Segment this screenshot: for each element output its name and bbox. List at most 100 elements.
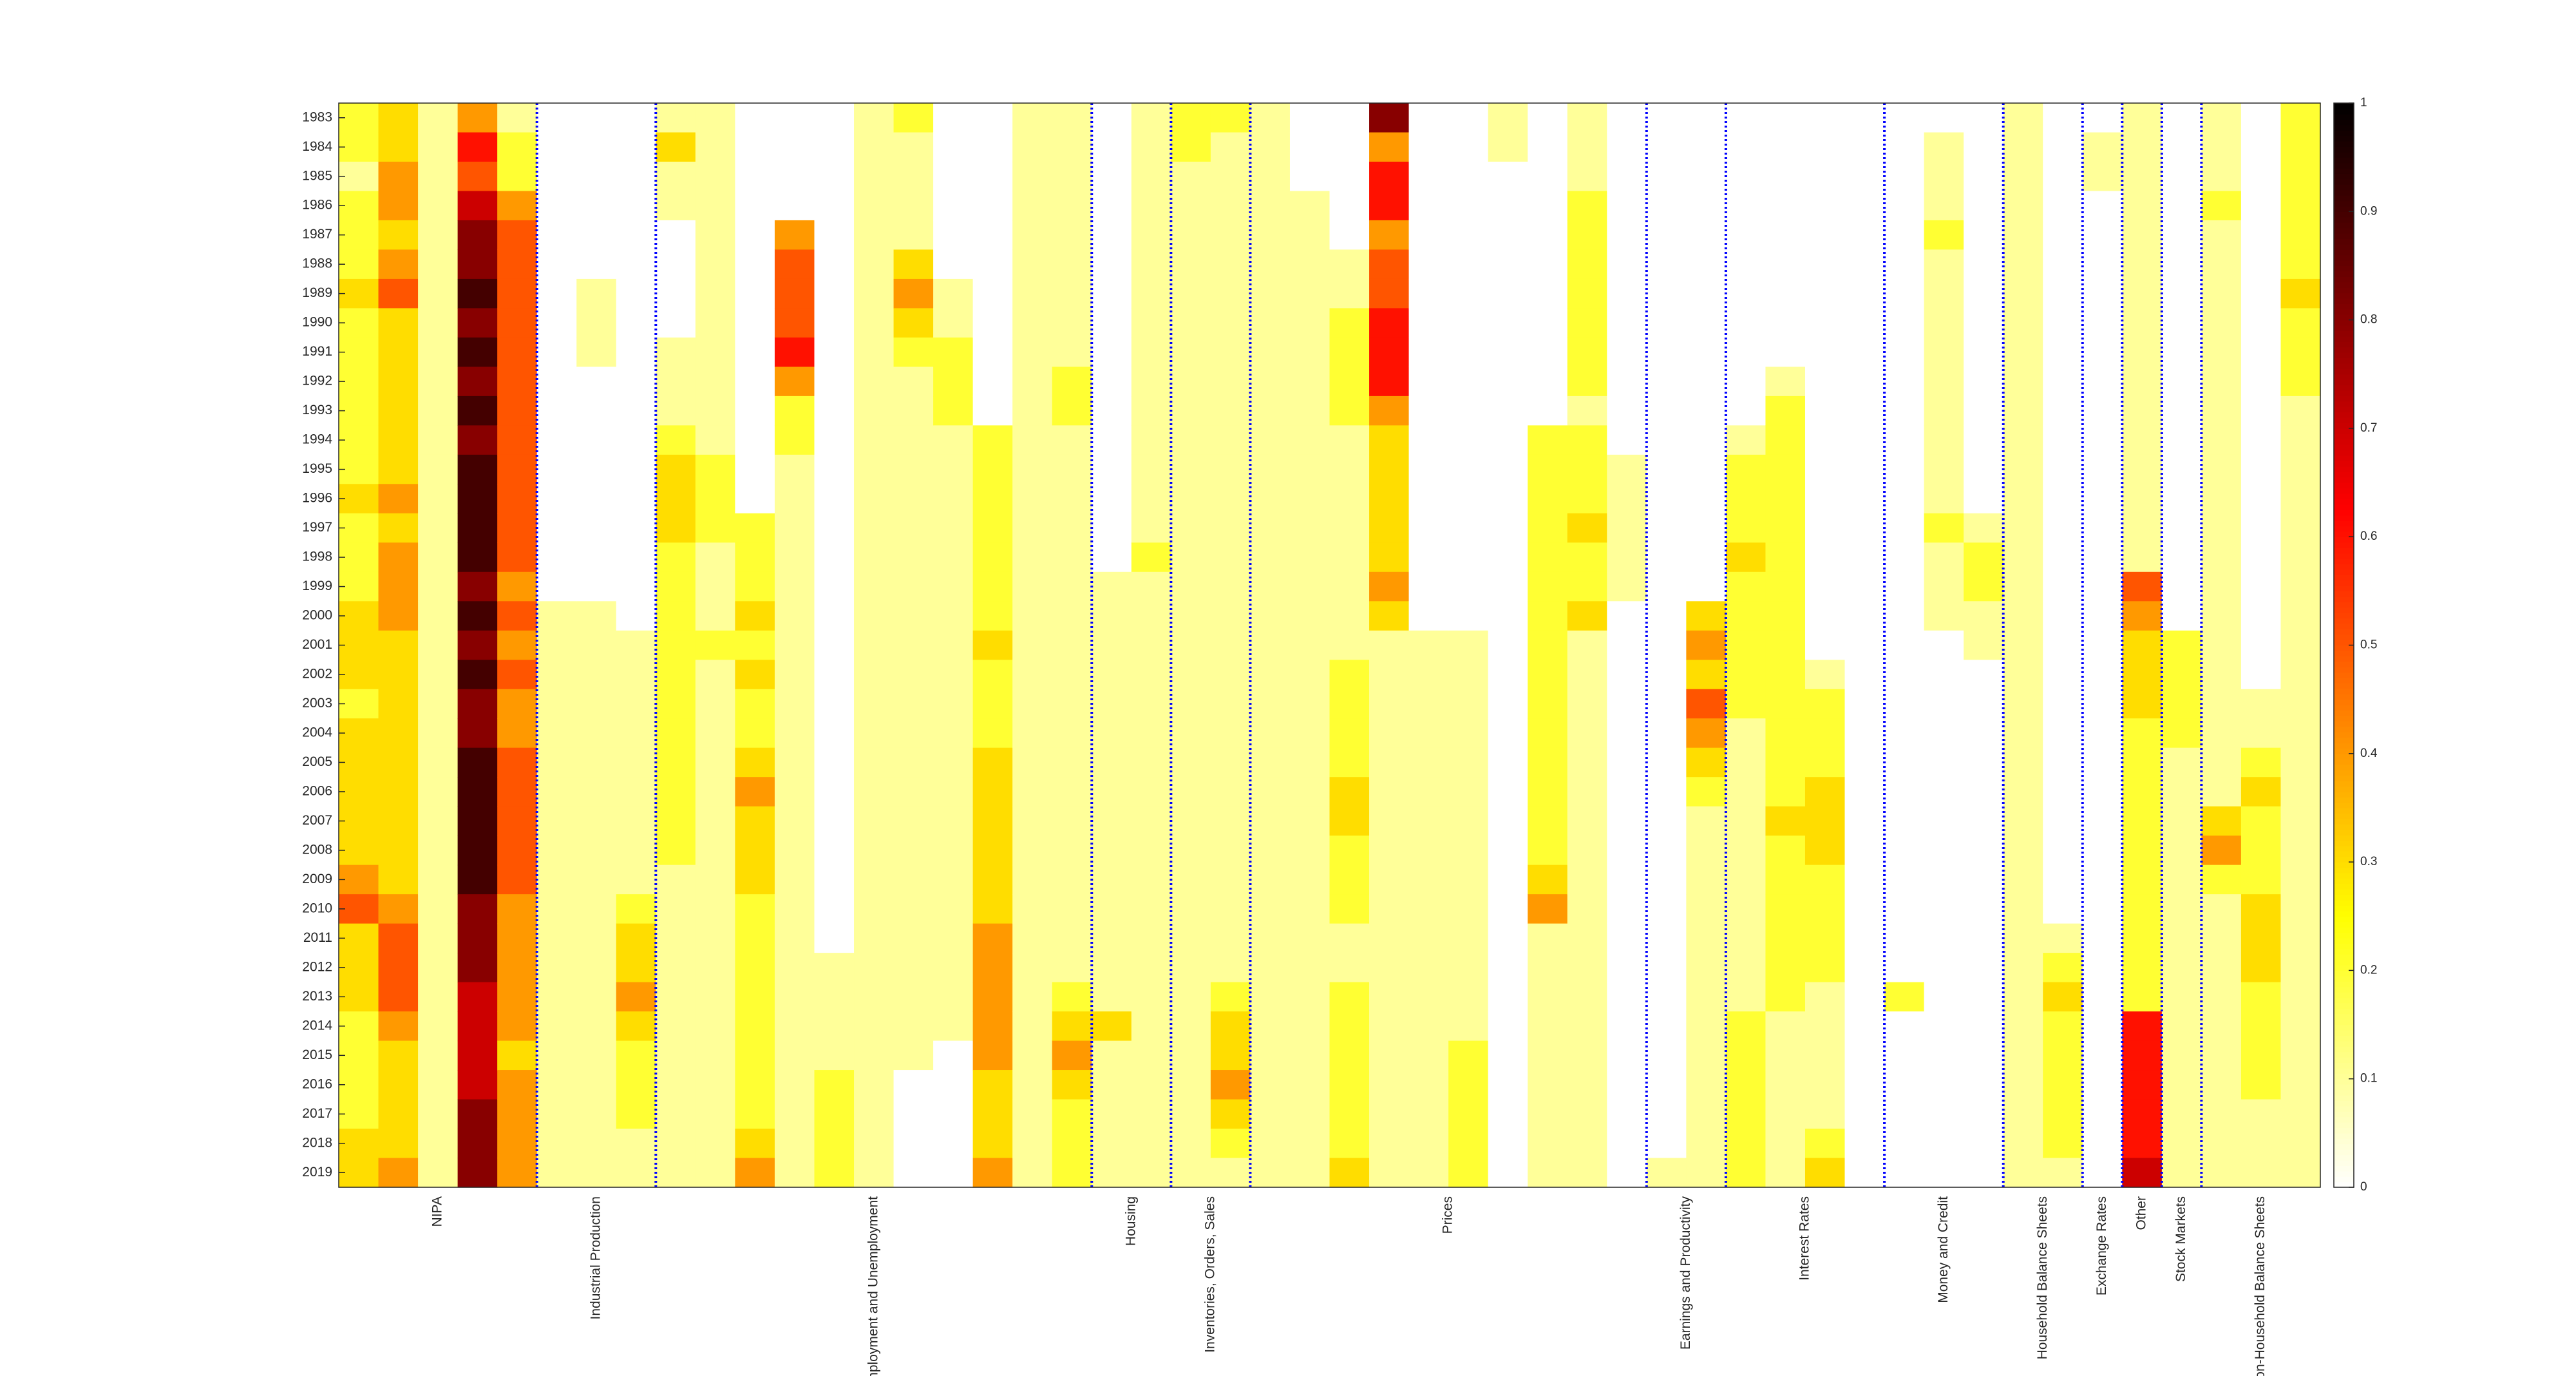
heatmap-cell — [1924, 367, 1964, 397]
heatmap-cell — [1329, 689, 1370, 719]
heatmap-cell — [497, 337, 538, 367]
heatmap-cell — [893, 630, 934, 660]
heatmap-cell — [1964, 777, 2004, 807]
heatmap-cell — [1448, 484, 1489, 514]
heatmap-cell — [735, 132, 775, 162]
heatmap-cell — [1725, 894, 1766, 924]
heatmap-cell — [497, 630, 538, 660]
heatmap-cell — [2240, 894, 2282, 924]
heatmap-cell — [814, 249, 855, 280]
heatmap-cell — [1567, 1070, 1607, 1100]
heatmap-cell — [854, 806, 895, 836]
heatmap-cell — [2043, 220, 2083, 251]
heatmap-cell — [418, 425, 459, 455]
heatmap-cell — [2082, 1129, 2123, 1159]
heatmap-cell — [2240, 747, 2282, 778]
heatmap-cell — [497, 923, 538, 953]
heatmap-cell — [2280, 689, 2321, 719]
heatmap-cell — [1488, 923, 1528, 953]
heatmap-cell — [2280, 1129, 2321, 1159]
heatmap-cell — [1686, 571, 1727, 602]
heatmap-cell — [1250, 513, 1291, 543]
heatmap-cell — [2082, 191, 2123, 221]
heatmap-cell — [1924, 601, 1964, 631]
heatmap-cell — [972, 484, 1013, 514]
heatmap-cell — [536, 132, 577, 162]
heatmap-cell — [1210, 249, 1251, 280]
heatmap-cell — [1131, 191, 1171, 221]
y-tick-label: 2009 — [302, 872, 332, 886]
heatmap-cell — [457, 542, 498, 573]
heatmap-cell — [1210, 161, 1251, 192]
heatmap-cell — [616, 454, 656, 484]
heatmap-cell — [2280, 1099, 2321, 1129]
heatmap-cell — [893, 923, 934, 953]
heatmap-cell — [2082, 425, 2123, 455]
heatmap-cell — [1646, 425, 1687, 455]
heatmap-cell — [1725, 161, 1766, 192]
heatmap-cell — [1607, 1099, 1647, 1129]
heatmap-cell — [1210, 601, 1251, 631]
colorbar-swatch — [2334, 488, 2354, 494]
heatmap-cell — [656, 103, 696, 133]
heatmap-cell — [1250, 396, 1291, 426]
heatmap-cell — [1092, 1070, 1132, 1100]
heatmap-cell — [1092, 337, 1132, 367]
colorbar-swatch — [2334, 1122, 2354, 1129]
heatmap-cell — [774, 601, 815, 631]
heatmap-cell — [1765, 777, 1806, 807]
colorbar-tick-label: 0.8 — [2360, 313, 2377, 327]
heatmap-cell — [695, 484, 735, 514]
heatmap-cell — [1964, 278, 2004, 309]
heatmap-cell — [2003, 1011, 2043, 1042]
heatmap-cell — [457, 191, 498, 221]
heatmap-cell — [1250, 777, 1291, 807]
heatmap-cell — [735, 689, 775, 719]
heatmap-cell — [378, 1011, 419, 1042]
heatmap-cell — [339, 689, 379, 719]
heatmap-cell — [1012, 103, 1053, 133]
heatmap-cell — [933, 367, 974, 397]
heatmap-cell — [774, 894, 815, 924]
heatmap-cell — [457, 894, 498, 924]
heatmap-cell — [1765, 982, 1806, 1012]
heatmap-cell — [735, 630, 775, 660]
heatmap-cell — [1964, 249, 2004, 280]
heatmap-cell — [1329, 367, 1370, 397]
heatmap-cell — [2161, 513, 2202, 543]
heatmap-cell — [1092, 894, 1132, 924]
heatmap-cell — [497, 454, 538, 484]
heatmap-cell — [616, 425, 656, 455]
colorbar-swatch — [2334, 173, 2354, 180]
heatmap-cell — [2240, 103, 2282, 133]
heatmap-cell — [1765, 865, 1806, 895]
heatmap-cell — [1052, 1011, 1092, 1042]
heatmap-cell — [774, 396, 815, 426]
heatmap-cell — [1131, 161, 1171, 192]
heatmap-cell — [2280, 396, 2321, 426]
heatmap-cell — [1488, 1158, 1528, 1188]
heatmap-cell — [2201, 660, 2242, 690]
heatmap-cell — [735, 777, 775, 807]
heatmap-cell — [1528, 806, 1568, 836]
heatmap-cell — [457, 103, 498, 133]
heatmap-cell — [1131, 1158, 1171, 1188]
heatmap-cell — [1408, 396, 1449, 426]
heatmap-cell — [1369, 1070, 1410, 1100]
colorbar-swatch — [2334, 1116, 2354, 1123]
heatmap-cell — [1488, 571, 1528, 602]
heatmap-cell — [1725, 689, 1766, 719]
heatmap-cell — [1369, 454, 1410, 484]
heatmap-cell — [457, 367, 498, 397]
heatmap-cell — [1448, 806, 1489, 836]
colorbar-swatch — [2334, 916, 2354, 922]
colorbar-swatch — [2334, 780, 2354, 787]
heatmap-cell — [2043, 806, 2083, 836]
heatmap-cell — [1012, 601, 1053, 631]
heatmap-cell — [1528, 836, 1568, 866]
heatmap-cell — [1012, 571, 1053, 602]
heatmap-cell — [1765, 836, 1806, 866]
heatmap-cell — [1725, 249, 1766, 280]
heatmap-cell — [1171, 278, 1211, 309]
heatmap-cell — [1686, 923, 1727, 953]
